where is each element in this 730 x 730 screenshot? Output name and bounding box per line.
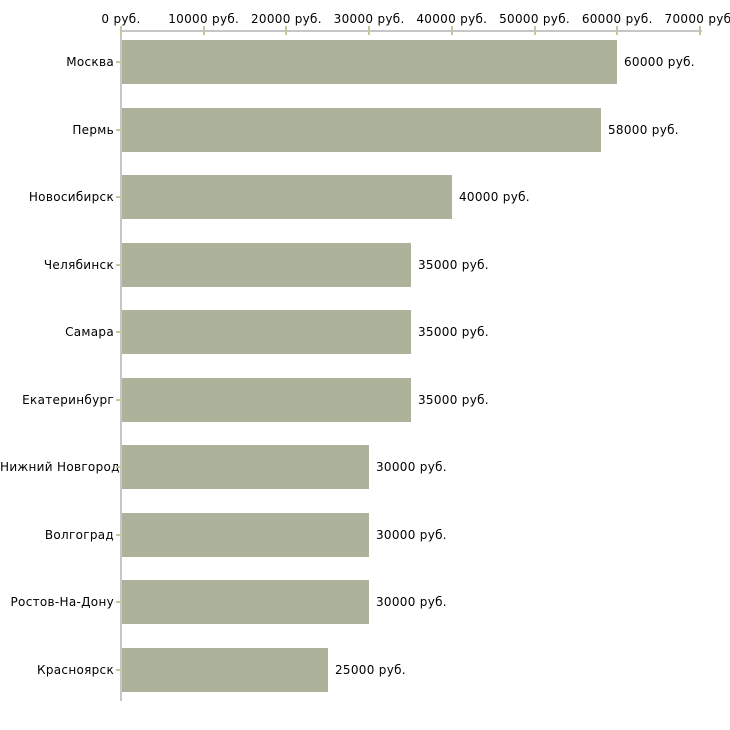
x-axis-tick-label: 30000 руб. [333, 12, 405, 26]
bar [122, 242, 411, 287]
bar-value-label: 35000 руб. [418, 392, 489, 407]
x-axis-tick-label: 50000 руб. [499, 12, 571, 26]
bar [122, 310, 411, 354]
bar-value-label: 25000 руб. [335, 662, 406, 677]
bar [122, 580, 369, 624]
y-axis-tick-mark [116, 466, 121, 468]
y-axis-tick-mark [116, 398, 121, 401]
x-axis-tick-label: 40000 руб. [416, 12, 488, 26]
x-axis-tick-label: 10000 руб. [168, 12, 240, 26]
bar-value-label: 30000 руб. [376, 527, 447, 542]
x-axis-tick-label: 20000 руб. [250, 12, 322, 26]
y-axis-tick-mark [116, 128, 121, 131]
category-label: Новосибирск [28, 190, 114, 204]
x-axis-tick-mark [699, 26, 701, 35]
y-axis-tick-mark [116, 601, 121, 603]
bar [122, 445, 369, 489]
category-label: Пермь [72, 122, 114, 137]
bar-value-label: 58000 руб. [608, 122, 679, 137]
category-label: Екатеринбург [22, 392, 114, 407]
x-axis-tick-mark [616, 26, 619, 35]
y-axis-tick-mark [116, 263, 121, 266]
x-axis-tick-mark [533, 26, 536, 35]
x-axis-tick-mark [285, 26, 288, 35]
x-axis-line [120, 30, 702, 32]
bar-value-label: 30000 руб. [376, 460, 447, 474]
x-axis-tick-label: 60000 руб. [581, 12, 653, 26]
bar [122, 40, 617, 84]
category-label: Самара [65, 325, 114, 339]
category-label: Челябинск [43, 257, 114, 272]
bar-value-label: 40000 руб. [459, 190, 530, 204]
category-label: Нижний Новгород [0, 460, 120, 474]
y-axis-tick-mark [116, 61, 121, 63]
bar [122, 647, 328, 692]
bar-value-label: 35000 руб. [418, 325, 489, 339]
bar [122, 175, 452, 219]
bar-value-label: 35000 руб. [418, 257, 489, 272]
y-axis-line [120, 30, 122, 701]
x-axis-tick-label: 0 руб. [101, 12, 141, 26]
y-axis-tick-mark [116, 668, 121, 671]
y-axis-tick-mark [116, 533, 121, 536]
category-label: Ростов-На-Дону [10, 595, 114, 609]
x-axis-tick-mark [202, 26, 205, 35]
x-axis-tick-label: 70000 руб. [664, 12, 730, 26]
x-axis-tick-mark [450, 26, 453, 35]
bar-value-label: 60000 руб. [624, 55, 695, 69]
y-axis-tick-mark [116, 331, 121, 333]
x-axis-tick-mark [368, 26, 371, 35]
category-label: Москва [66, 55, 114, 69]
bar [122, 377, 411, 422]
bar [122, 107, 601, 152]
x-axis-tick-mark [120, 26, 122, 35]
y-axis-tick-mark [116, 196, 121, 198]
category-label: Красноярск [37, 662, 114, 677]
bar-value-label: 30000 руб. [376, 595, 447, 609]
bar [122, 512, 369, 557]
category-label: Волгоград [44, 527, 114, 542]
